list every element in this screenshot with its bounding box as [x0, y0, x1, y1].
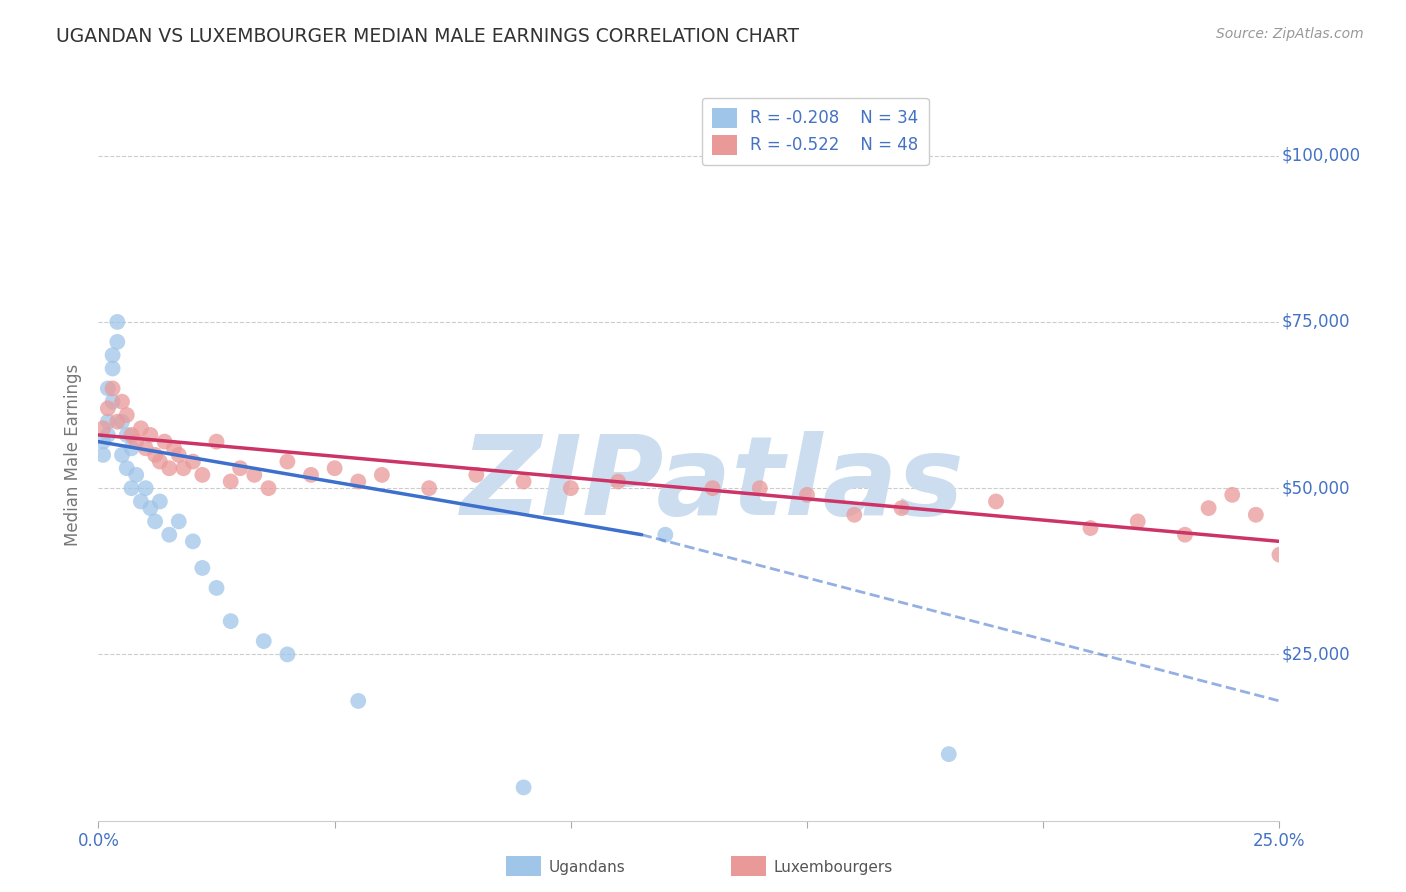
Point — [139, 428, 162, 442]
Point — [129, 494, 152, 508]
Point — [139, 501, 162, 516]
Point — [111, 448, 134, 462]
Point — [97, 401, 120, 416]
Point — [1268, 548, 1291, 562]
Point — [97, 415, 120, 429]
Point — [129, 421, 152, 435]
Point — [1126, 515, 1149, 529]
Point — [371, 467, 394, 482]
Point — [101, 381, 124, 395]
Point — [347, 475, 370, 489]
Point — [702, 481, 724, 495]
Point — [1174, 527, 1197, 541]
Point — [323, 461, 346, 475]
Point — [111, 415, 134, 429]
Point — [276, 648, 298, 662]
Point — [205, 581, 228, 595]
Point — [607, 475, 630, 489]
Point — [347, 694, 370, 708]
Point — [143, 515, 166, 529]
Point — [229, 461, 252, 475]
Point — [105, 315, 128, 329]
Point — [97, 381, 120, 395]
Point — [512, 780, 534, 795]
Point — [181, 454, 204, 468]
Point — [121, 428, 143, 442]
Point — [91, 448, 114, 462]
Point — [205, 434, 228, 449]
Point — [512, 475, 534, 489]
Point — [149, 494, 172, 508]
Point — [101, 348, 124, 362]
Point — [172, 461, 194, 475]
Text: $50,000: $50,000 — [1282, 479, 1350, 497]
Y-axis label: Median Male Earnings: Median Male Earnings — [65, 364, 83, 546]
Point — [418, 481, 440, 495]
Point — [115, 428, 138, 442]
Point — [121, 481, 143, 495]
Point — [276, 454, 298, 468]
Point — [157, 527, 180, 541]
Point — [243, 467, 266, 482]
Point — [796, 488, 818, 502]
Point — [105, 415, 128, 429]
Text: $100,000: $100,000 — [1282, 146, 1361, 165]
Point — [560, 481, 582, 495]
Text: Ugandans: Ugandans — [548, 860, 626, 874]
Point — [1220, 488, 1243, 502]
Text: Luxembourgers: Luxembourgers — [773, 860, 893, 874]
Point — [115, 408, 138, 422]
Text: $25,000: $25,000 — [1282, 646, 1350, 664]
Point — [257, 481, 280, 495]
Point — [938, 747, 960, 761]
Point — [181, 534, 204, 549]
Point — [143, 448, 166, 462]
Point — [125, 467, 148, 482]
Point — [844, 508, 866, 522]
Point — [191, 467, 214, 482]
Point — [748, 481, 770, 495]
Point — [149, 454, 172, 468]
Point — [654, 527, 676, 541]
Point — [167, 448, 190, 462]
Point — [219, 614, 242, 628]
Text: $75,000: $75,000 — [1282, 313, 1350, 331]
Point — [157, 461, 180, 475]
Point — [1244, 508, 1267, 522]
Point — [163, 442, 186, 456]
Text: ZIPatlas: ZIPatlas — [461, 431, 965, 538]
Point — [984, 494, 1007, 508]
Point — [219, 475, 242, 489]
Point — [97, 428, 120, 442]
Point — [125, 434, 148, 449]
Point — [135, 442, 157, 456]
Point — [121, 442, 143, 456]
Point — [1080, 521, 1102, 535]
Point — [111, 394, 134, 409]
Point — [191, 561, 214, 575]
Point — [253, 634, 276, 648]
Point — [135, 481, 157, 495]
Point — [465, 467, 488, 482]
Point — [91, 434, 114, 449]
Legend: R = -0.208    N = 34, R = -0.522    N = 48: R = -0.208 N = 34, R = -0.522 N = 48 — [702, 97, 928, 165]
Text: Source: ZipAtlas.com: Source: ZipAtlas.com — [1216, 27, 1364, 41]
Point — [153, 434, 176, 449]
Point — [299, 467, 322, 482]
Point — [1198, 501, 1220, 516]
Point — [101, 361, 124, 376]
Point — [167, 515, 190, 529]
Point — [91, 421, 114, 435]
Point — [105, 334, 128, 349]
Point — [890, 501, 912, 516]
Point — [115, 461, 138, 475]
Point — [101, 394, 124, 409]
Text: UGANDAN VS LUXEMBOURGER MEDIAN MALE EARNINGS CORRELATION CHART: UGANDAN VS LUXEMBOURGER MEDIAN MALE EARN… — [56, 27, 799, 45]
